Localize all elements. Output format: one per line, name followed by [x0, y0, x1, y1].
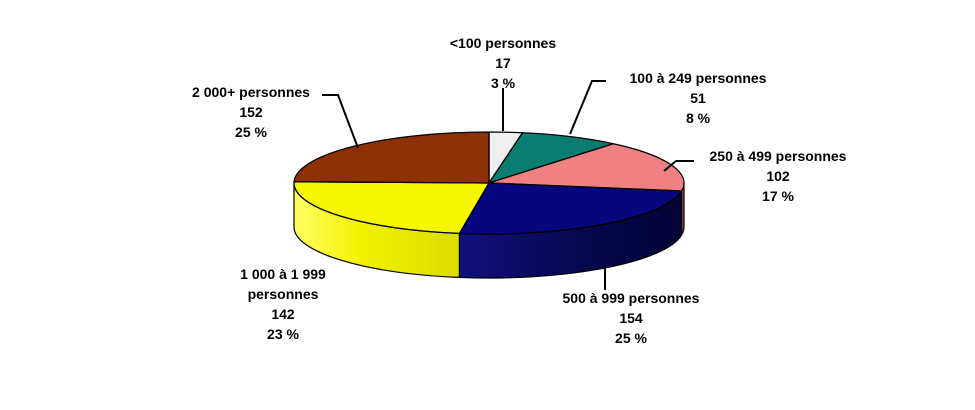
slice-label-1000-1999-personnes: 1 000 à 1 999 personnes 142 23 % — [218, 264, 348, 344]
pie-slice-5 — [293, 131, 490, 184]
slice-label-value: 152 — [239, 104, 263, 120]
slice-label-text: 500 à 999 personnes — [562, 290, 700, 306]
slice-label-100-249-personnes: 100 à 249 personnes 51 8 % — [598, 68, 798, 128]
slice-label-value: 102 — [766, 168, 790, 184]
slice-label-value: 154 — [619, 310, 643, 326]
slice-label-2000-personnes: 2 000+ personnes 152 25 % — [151, 82, 351, 142]
slice-label-value: 51 — [690, 90, 706, 106]
slice-label-pct: 25 % — [235, 124, 267, 140]
pie-slice-4 — [293, 181, 490, 235]
slice-label-text: 100 à 249 personnes — [629, 70, 767, 86]
slice-label-pct: 25 % — [615, 330, 647, 346]
slice-label-lt100-personnes: <100 personnes 17 3 % — [403, 33, 603, 93]
slice-label-text: 250 à 499 personnes — [709, 148, 847, 164]
slice-label-value: 17 — [495, 55, 511, 71]
slice-label-250-499-personnes: 250 à 499 personnes 102 17 % — [678, 146, 878, 206]
leader-line-2000-personnes — [322, 94, 359, 149]
slice-label-text: 2 000+ personnes — [192, 84, 310, 100]
leader-line-250-499-personnes — [663, 160, 694, 172]
slice-label-pct: 23 % — [267, 326, 299, 342]
slice-label-pct: 3 % — [490, 75, 516, 91]
slice-label-pct: 17 % — [762, 188, 794, 204]
slice-label-text: 1 000 à 1 999 personnes — [240, 266, 326, 302]
slice-label-pct: 8 % — [685, 110, 711, 126]
pie-side-walls — [293, 182, 685, 279]
pie-slice-3 — [458, 182, 683, 235]
slice-label-500-999-personnes: 500 à 999 personnes 154 25 % — [531, 288, 731, 348]
pie-slice-1 — [488, 132, 614, 184]
slice-label-value: 142 — [271, 306, 295, 322]
leader-line-100-249-personnes — [569, 80, 606, 135]
slice-label-text: <100 personnes — [449, 35, 557, 51]
pie-top-slices — [293, 131, 685, 235]
